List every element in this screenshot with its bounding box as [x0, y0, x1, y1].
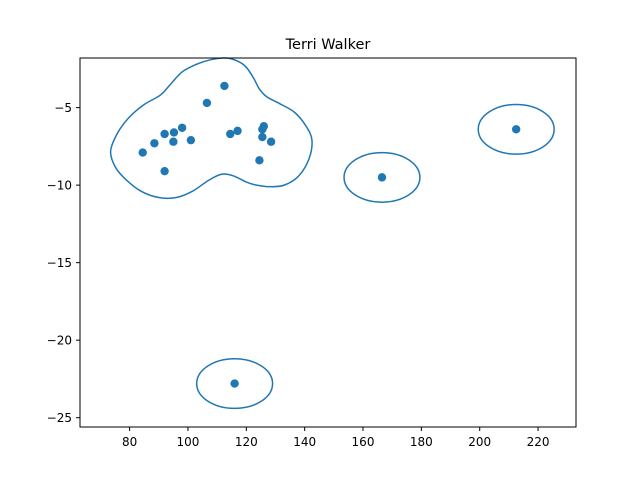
- data-point-18: [511, 125, 521, 134]
- data-point-12: [255, 156, 264, 165]
- data-point-7: [186, 135, 196, 145]
- data-point-8: [202, 98, 212, 108]
- data-point-10: [226, 129, 235, 139]
- y-tick-label: −10: [47, 179, 72, 193]
- x-tick-label: 140: [293, 435, 316, 449]
- chart-title: Terri Walker: [285, 37, 371, 53]
- x-tick-label: 160: [352, 435, 375, 449]
- x-tick-label: 200: [468, 435, 491, 449]
- data-point-0: [138, 148, 147, 157]
- data-point-4: [169, 128, 179, 137]
- data-point-16: [266, 137, 276, 146]
- data-point-3: [160, 166, 169, 176]
- data-point-17: [377, 173, 387, 182]
- x-tick-label: 180: [410, 435, 433, 449]
- data-point-14: [259, 122, 269, 131]
- plot-frame: [79, 57, 577, 428]
- data-point-5: [169, 137, 178, 146]
- data-point-11: [233, 126, 242, 136]
- density-contour-1: [343, 151, 421, 203]
- density-contour-2: [477, 103, 555, 155]
- data-point-6: [177, 123, 187, 132]
- x-axis: 80 100 120 140 160 180 200 220: [122, 427, 550, 449]
- y-tick-label: −5: [54, 101, 72, 115]
- data-point-2: [160, 129, 169, 139]
- data-point-9: [220, 81, 229, 91]
- x-tick-label: 100: [176, 435, 199, 449]
- data-point-15: [258, 132, 267, 142]
- x-tick-label: 120: [235, 435, 258, 449]
- contour-layer: [109, 57, 555, 410]
- y-tick-label: −25: [47, 411, 72, 425]
- y-tick-label: −15: [47, 256, 72, 270]
- y-tick-label: −20: [47, 334, 72, 348]
- points-layer: [138, 81, 521, 388]
- density-contour-3: [195, 358, 274, 410]
- data-point-1: [150, 139, 159, 148]
- x-tick-label: 80: [122, 435, 137, 449]
- y-axis: −5 −10 −15 −20 −25: [47, 101, 80, 425]
- data-point-19: [230, 379, 239, 388]
- density-contour-0: [109, 57, 313, 200]
- x-tick-label: 220: [527, 435, 550, 449]
